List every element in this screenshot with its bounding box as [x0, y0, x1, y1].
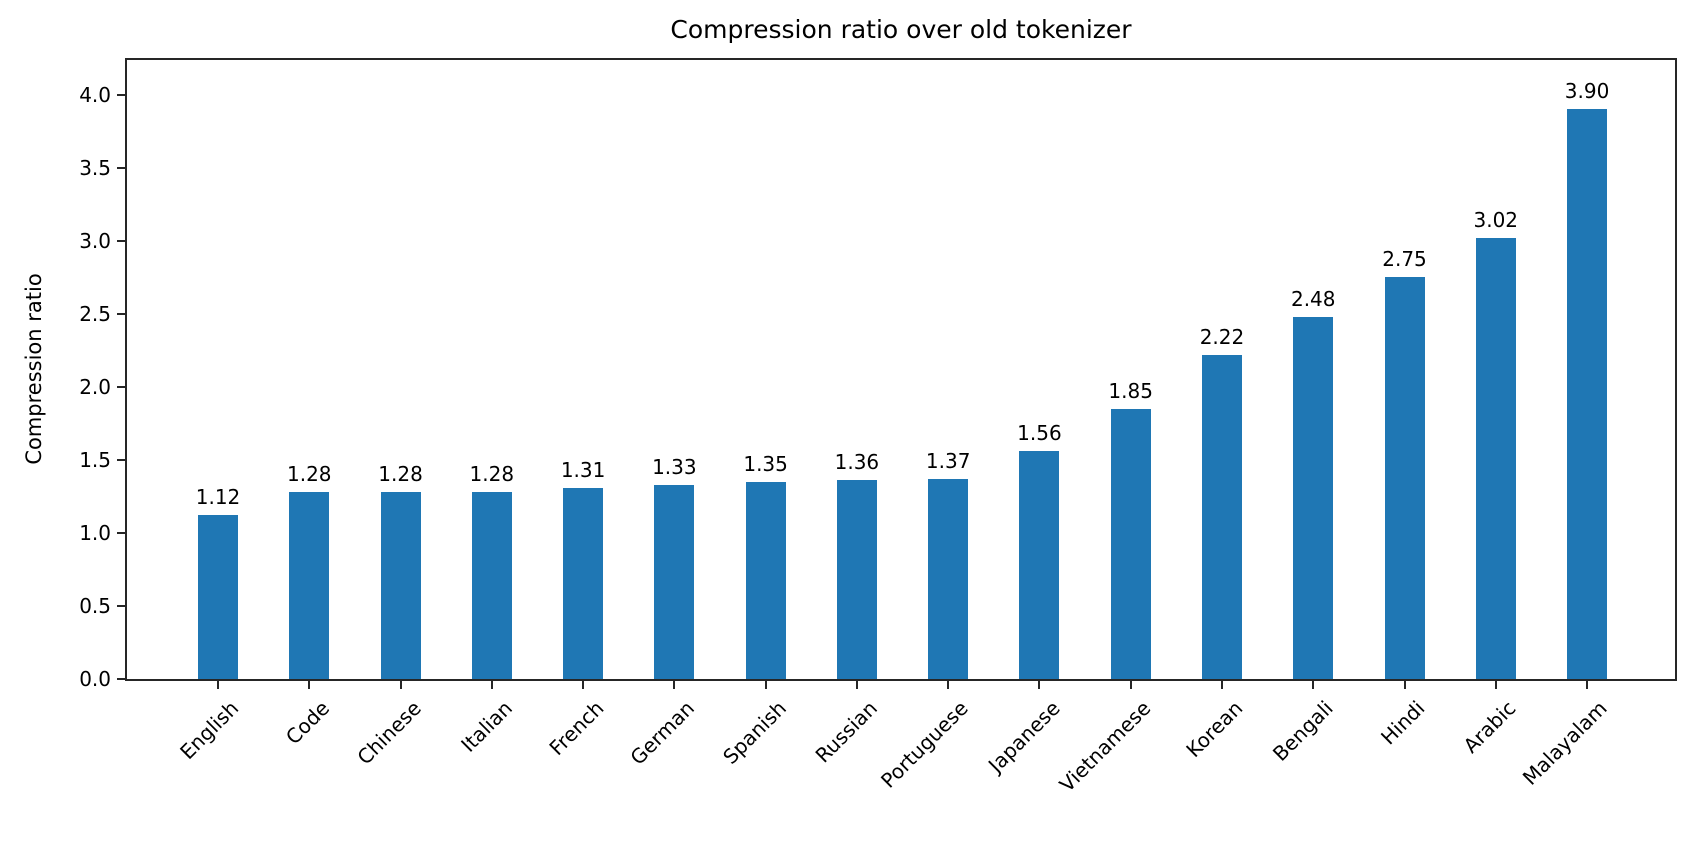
x-tick-mark: [1586, 681, 1589, 689]
y-tick-mark: [117, 166, 125, 169]
bar-chinese: [380, 491, 421, 679]
y-tick-label: 0.5: [79, 593, 111, 618]
y-tick-label: 3.5: [79, 155, 111, 180]
x-tick-label-german: German: [625, 696, 700, 770]
x-tick-mark: [855, 681, 858, 689]
y-tick-label: 2.0: [79, 374, 111, 399]
bar-vietnamese: [1110, 408, 1151, 679]
x-tick-mark: [1038, 681, 1041, 689]
x-tick-label-japanese: Japanese: [983, 696, 1065, 778]
bar-hindi: [1384, 277, 1425, 679]
x-tick-label-malayalam: Malayalam: [1518, 696, 1613, 790]
bar-value-label: 2.75: [1382, 247, 1427, 272]
bar-value-label: 1.35: [743, 451, 788, 476]
x-tick-mark: [764, 681, 767, 689]
x-tick-label-chinese: Chinese: [352, 696, 426, 770]
x-tick-label-spanish: Spanish: [717, 696, 791, 769]
bar-english: [198, 515, 238, 679]
x-tick-label-code: Code: [281, 696, 335, 750]
x-tick-label-italian: Italian: [455, 696, 517, 757]
bar-value-label: 1.28: [287, 461, 332, 486]
x-tick-mark: [1403, 681, 1406, 689]
x-tick-label-arabic: Arabic: [1458, 696, 1521, 758]
bar-korean: [1201, 354, 1242, 679]
bar-russian: [836, 480, 877, 679]
plot-area: [125, 58, 1677, 681]
bar-value-label: 1.37: [925, 448, 971, 473]
y-tick-mark: [117, 458, 125, 461]
y-tick-mark: [117, 678, 125, 680]
x-tick-label-portuguese: Portuguese: [876, 696, 974, 793]
bar-spanish: [745, 481, 786, 679]
x-tick-mark: [947, 681, 950, 689]
y-tick-label: 1.5: [79, 447, 111, 472]
y-tick-label: 0.0: [79, 667, 111, 691]
bar-arabic: [1475, 237, 1516, 679]
x-tick-mark: [673, 681, 676, 689]
y-tick-label: 4.0: [79, 82, 111, 107]
bar-value-label: 1.31: [560, 457, 606, 482]
bar-french: [563, 487, 604, 679]
y-tick-mark: [117, 93, 125, 96]
x-tick-label-french: French: [544, 696, 609, 760]
bar-japanese: [1019, 451, 1060, 679]
x-tick-mark: [217, 681, 219, 689]
y-tick-label: 1.0: [79, 520, 111, 545]
bar-italian: [471, 491, 512, 679]
x-tick-mark: [582, 681, 585, 689]
x-tick-label-english: English: [174, 696, 243, 765]
y-tick-mark: [117, 385, 125, 388]
bar-value-label: 1.33: [652, 454, 697, 479]
bar-malayalam: [1567, 109, 1608, 679]
bar-value-label: 2.48: [1290, 286, 1336, 311]
y-tick-mark: [117, 239, 125, 242]
bar-value-label: 1.12: [195, 485, 241, 510]
bar-code: [289, 491, 330, 679]
bar-value-label: 1.36: [834, 450, 880, 475]
y-tick-mark: [117, 531, 125, 534]
x-tick-label-hindi: Hindi: [1376, 696, 1430, 750]
bar-value-label: 1.56: [1017, 421, 1062, 446]
y-tick-mark: [117, 312, 125, 315]
x-tick-mark: [490, 681, 493, 689]
bar-value-label: 1.28: [378, 461, 423, 486]
bar-value-label: 1.28: [469, 461, 515, 486]
y-tick-label: 3.0: [79, 228, 111, 253]
y-axis-label: Compression ratio: [22, 273, 46, 465]
x-tick-label-bengali: Bengali: [1268, 696, 1339, 766]
x-tick-mark: [399, 681, 402, 689]
x-tick-label-russian: Russian: [810, 696, 882, 768]
chart-title: Compression ratio over old tokenizer: [670, 15, 1132, 44]
y-tick-mark: [117, 604, 125, 607]
bar-german: [654, 484, 695, 679]
bar-value-label: 3.90: [1564, 79, 1610, 104]
bar-bengali: [1293, 316, 1334, 679]
bar-value-label: 2.22: [1199, 324, 1245, 349]
bar-portuguese: [928, 478, 969, 679]
x-tick-mark: [1494, 681, 1497, 689]
x-tick-mark: [1220, 681, 1223, 689]
bar-value-label: 1.85: [1108, 378, 1153, 403]
x-tick-label-vietnamese: Vietnamese: [1054, 696, 1156, 797]
bar-value-label: 3.02: [1473, 207, 1519, 232]
x-tick-label-korean: Korean: [1180, 696, 1247, 763]
x-tick-mark: [308, 681, 311, 689]
x-tick-mark: [1312, 681, 1315, 689]
x-tick-mark: [1129, 681, 1132, 689]
y-tick-label: 2.5: [79, 301, 111, 326]
